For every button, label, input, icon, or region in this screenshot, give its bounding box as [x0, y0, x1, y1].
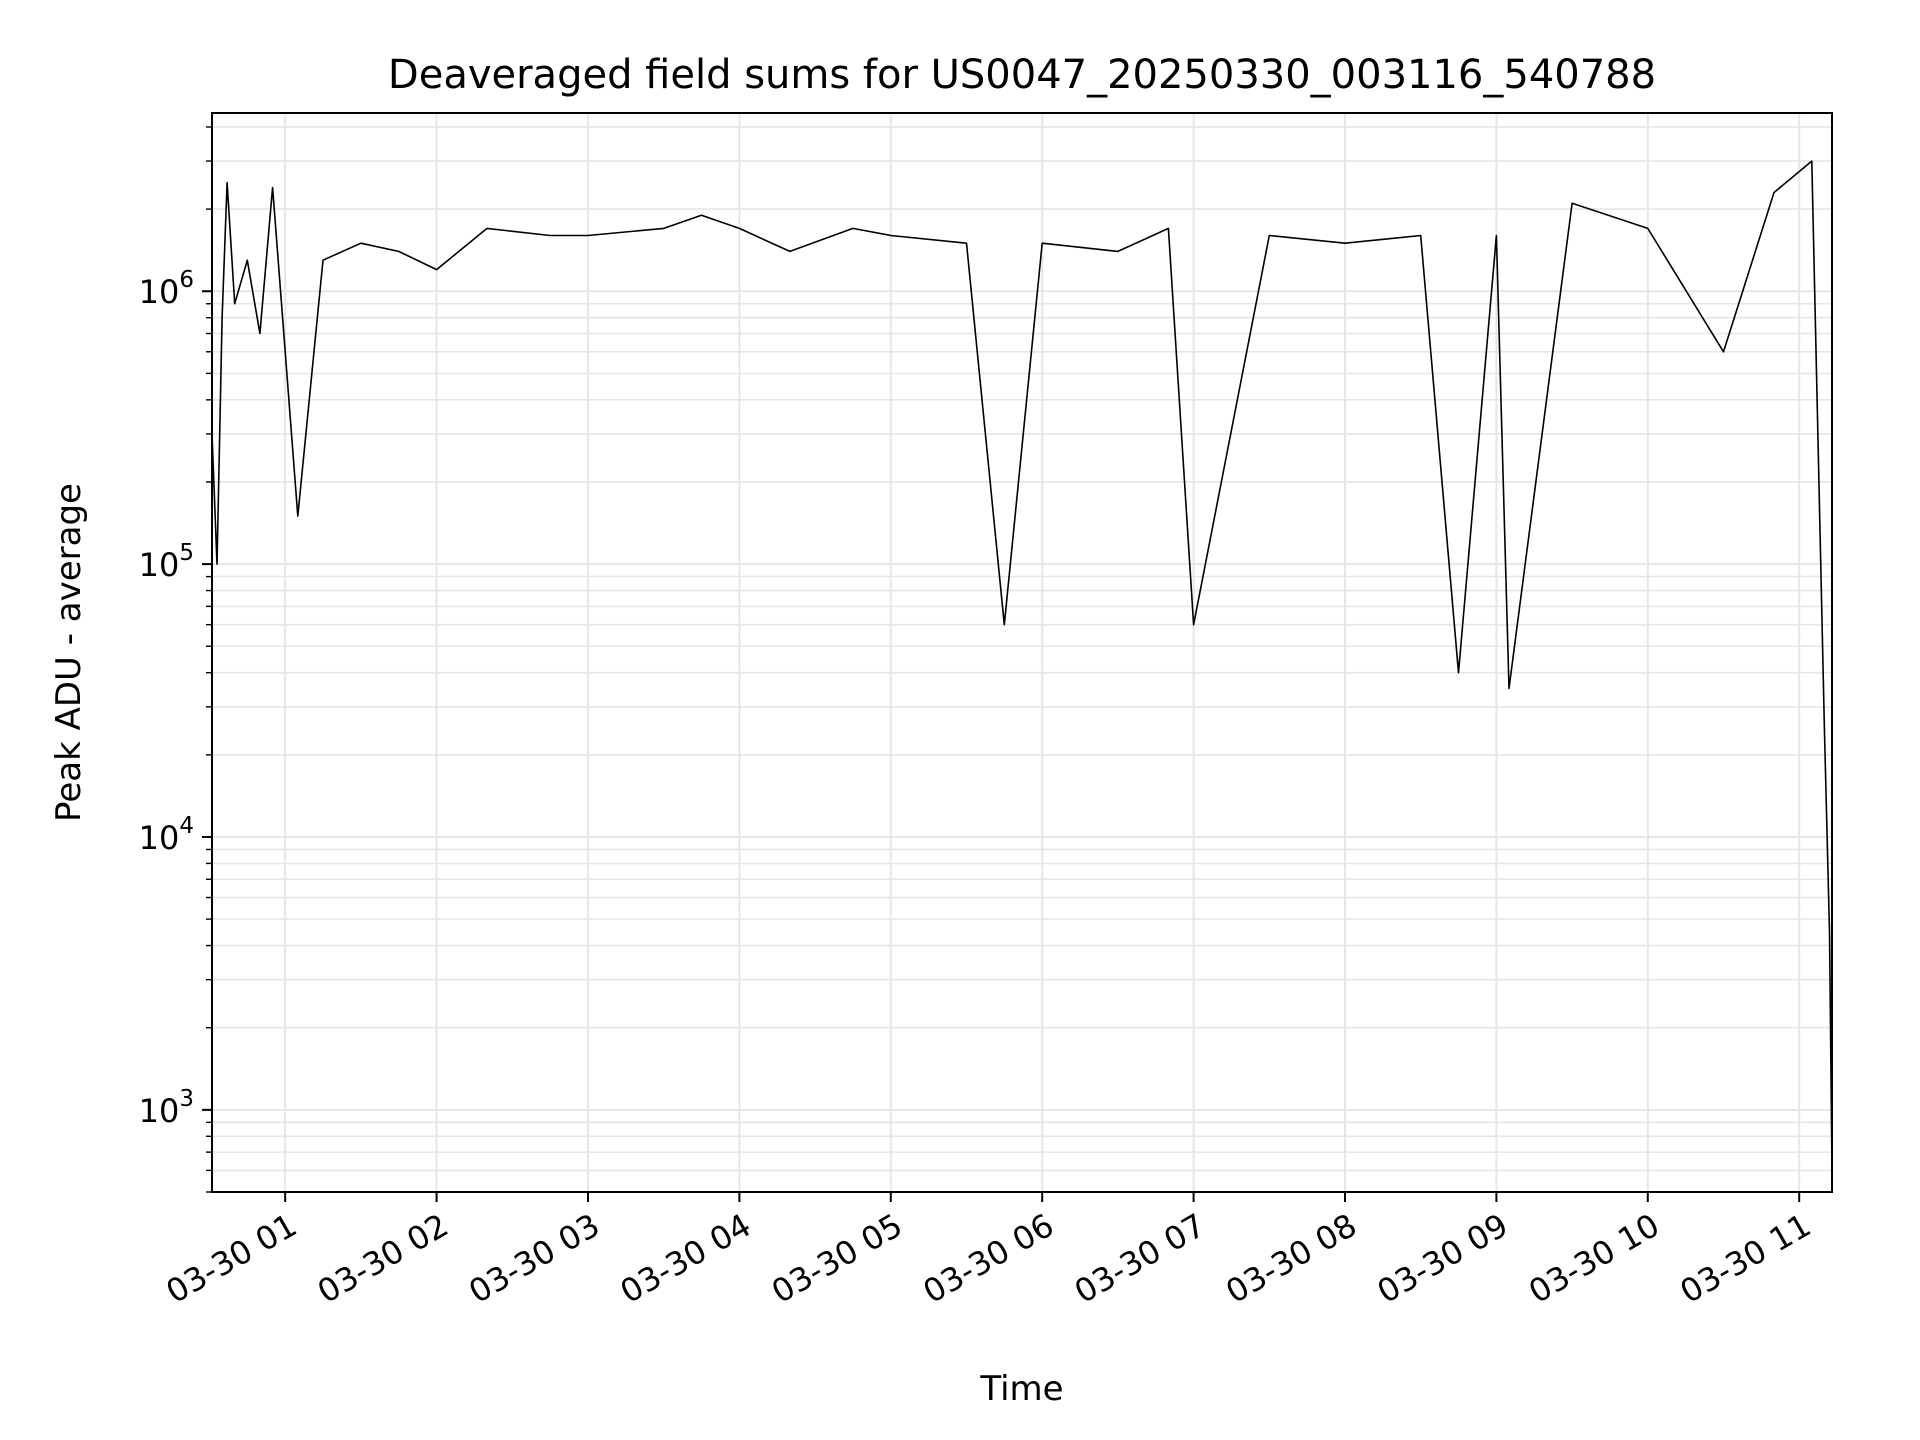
line-layer [211, 160, 1833, 1171]
y-tick-base: 10 [139, 1092, 180, 1130]
y-tick-label: 103 [139, 1086, 194, 1130]
y-tick-label: 106 [139, 267, 194, 311]
x-axis-label: Time [979, 1369, 1063, 1409]
y-tick-exponent: 4 [179, 813, 194, 839]
y-axis-label: Peak ADU - average [49, 483, 89, 822]
y-tick-base: 10 [139, 819, 180, 857]
y-tick-label: 104 [139, 813, 194, 857]
y-tick-base: 10 [139, 546, 180, 584]
y-tick-exponent: 5 [179, 540, 194, 566]
data-series-line [211, 160, 1833, 1171]
grid-layer [212, 113, 1832, 1193]
plot-frame [211, 112, 1833, 1193]
y-tick-base: 10 [139, 273, 180, 311]
y-tick-exponent: 3 [179, 1086, 194, 1112]
chart-title: Deaveraged field sums for US0047_2025033… [388, 52, 1656, 98]
y-tick-exponent: 6 [179, 267, 194, 293]
y-tick-label: 105 [139, 540, 194, 584]
